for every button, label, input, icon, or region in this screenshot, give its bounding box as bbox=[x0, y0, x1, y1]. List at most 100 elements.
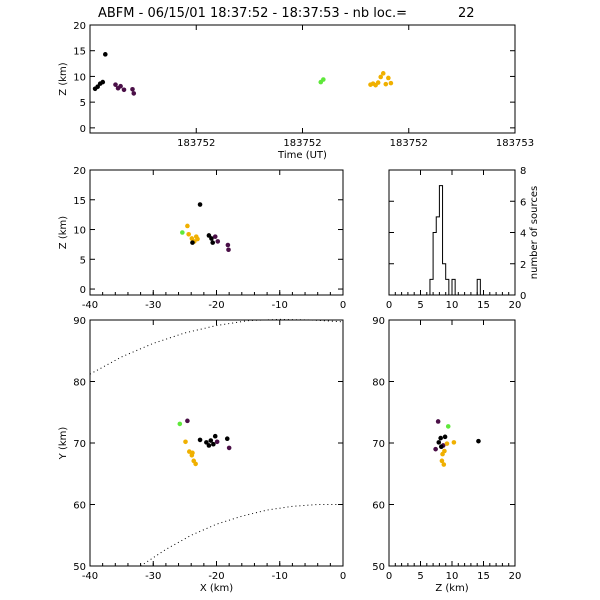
x-tick-label: 10 bbox=[446, 571, 459, 582]
y-tick-label: 15 bbox=[73, 196, 86, 207]
y-tick-label: 0 bbox=[80, 124, 86, 135]
data-point bbox=[95, 84, 100, 90]
x-tick-label: -10 bbox=[272, 571, 288, 582]
x-tick-label: 5 bbox=[417, 571, 423, 582]
data-point bbox=[193, 461, 198, 467]
y-tick-label: 5 bbox=[80, 255, 86, 266]
data-point bbox=[197, 437, 203, 443]
data-point bbox=[444, 441, 450, 446]
y-tick-label: 20 bbox=[73, 21, 86, 32]
data-point bbox=[113, 82, 118, 87]
x-tick-label: 0 bbox=[386, 300, 392, 311]
data-point bbox=[386, 75, 391, 81]
data-point bbox=[211, 441, 216, 447]
x-tick-label: 0 bbox=[340, 571, 346, 582]
data-point bbox=[433, 446, 438, 452]
location-count: 22 bbox=[458, 6, 475, 21]
data-point bbox=[380, 71, 386, 76]
x-tick-label: -20 bbox=[208, 300, 224, 311]
y-tick-label: 4 bbox=[520, 229, 526, 240]
x-tick-label: 20 bbox=[509, 571, 522, 582]
x-tick-label: 183752 bbox=[390, 138, 428, 149]
data-point bbox=[321, 77, 326, 82]
x-axis-label: Time (UT) bbox=[277, 150, 327, 161]
data-point bbox=[197, 202, 203, 207]
y-tick-label: 90 bbox=[73, 316, 86, 327]
chart-title: ABFM - 06/15/01 18:37:52 - 18:37:53 - nb… bbox=[98, 6, 407, 21]
range-curve bbox=[89, 318, 344, 375]
data-point bbox=[378, 74, 384, 80]
data-point bbox=[103, 52, 108, 57]
data-point bbox=[131, 91, 137, 96]
x-tick-label: 183752 bbox=[177, 138, 215, 149]
x-axis-label: X (km) bbox=[200, 583, 233, 594]
data-point bbox=[388, 80, 394, 86]
x-tick-label: 10 bbox=[446, 300, 459, 311]
data-point bbox=[436, 440, 442, 445]
data-point bbox=[186, 231, 191, 237]
x-z-panel: -40 -30 -20 -10 0 0 5 10 15 20 Z (km) bbox=[58, 166, 346, 311]
y-tick-label: 10 bbox=[73, 72, 86, 83]
histogram-steps bbox=[389, 185, 515, 296]
data-point bbox=[439, 458, 445, 464]
data-point bbox=[226, 247, 231, 253]
data-point bbox=[185, 418, 190, 424]
data-point bbox=[442, 448, 447, 454]
plot-frame bbox=[388, 169, 516, 296]
data-point bbox=[215, 239, 221, 244]
data-point bbox=[435, 419, 441, 424]
time-height-panel: 183752 183752 183752 183753 0 5 10 15 20 Time (UT… bbox=[58, 21, 534, 161]
x-axis-label: Z (km) bbox=[435, 583, 468, 594]
data-point bbox=[177, 421, 183, 427]
y-axis-label: Y (km) bbox=[58, 427, 69, 461]
y-tick-label: 80 bbox=[372, 378, 385, 389]
x-tick-label: 183752 bbox=[283, 138, 321, 149]
x-tick-label: 5 bbox=[417, 300, 423, 311]
data-point bbox=[226, 445, 232, 451]
x-tick-label: 20 bbox=[509, 300, 522, 311]
y-tick-label: 70 bbox=[372, 439, 385, 450]
x-y-panel: -40 -30 -20 -10 0 50 60 70 80 90 X (km) Y (km) bbox=[58, 316, 346, 594]
x-tick-label: -30 bbox=[145, 571, 161, 582]
x-tick-label: -10 bbox=[272, 300, 288, 311]
data-point bbox=[180, 230, 185, 235]
y-tick-label: 5 bbox=[80, 98, 86, 109]
data-point bbox=[451, 440, 457, 445]
data-point bbox=[209, 236, 214, 241]
data-point bbox=[195, 236, 200, 242]
data-point bbox=[214, 439, 220, 445]
y-tick-label: 60 bbox=[73, 501, 86, 512]
y-tick-label: 0 bbox=[520, 291, 526, 302]
data-point bbox=[224, 436, 230, 441]
x-tick-label: -40 bbox=[82, 571, 98, 582]
y-axis-label: number of sources bbox=[529, 186, 540, 279]
data-point bbox=[121, 87, 127, 93]
y-tick-label: 15 bbox=[73, 47, 86, 58]
y-tick-label: 50 bbox=[73, 562, 86, 573]
data-point bbox=[190, 240, 195, 245]
x-tick-label: -20 bbox=[208, 571, 224, 582]
data-point bbox=[445, 424, 451, 429]
y-tick-label: 70 bbox=[73, 439, 86, 450]
data-point bbox=[438, 435, 443, 441]
data-point bbox=[190, 450, 195, 456]
y-axis-label: Z (km) bbox=[58, 216, 69, 249]
data-point bbox=[210, 240, 216, 245]
data-point bbox=[383, 81, 389, 87]
plot-frame bbox=[89, 24, 516, 134]
y-tick-label: 20 bbox=[73, 166, 86, 177]
x-tick-label: -30 bbox=[145, 300, 161, 311]
data-point bbox=[100, 79, 106, 85]
x-tick-label: 15 bbox=[477, 300, 490, 311]
data-point bbox=[206, 443, 212, 448]
x-tick-label: 183753 bbox=[496, 138, 534, 149]
data-point bbox=[185, 223, 190, 229]
y-tick-label: 10 bbox=[73, 226, 86, 237]
plot-frame bbox=[89, 169, 344, 296]
data-point bbox=[183, 439, 188, 445]
data-point bbox=[204, 440, 209, 445]
y-tick-label: 80 bbox=[73, 378, 86, 389]
x-tick-label: 0 bbox=[340, 300, 346, 311]
